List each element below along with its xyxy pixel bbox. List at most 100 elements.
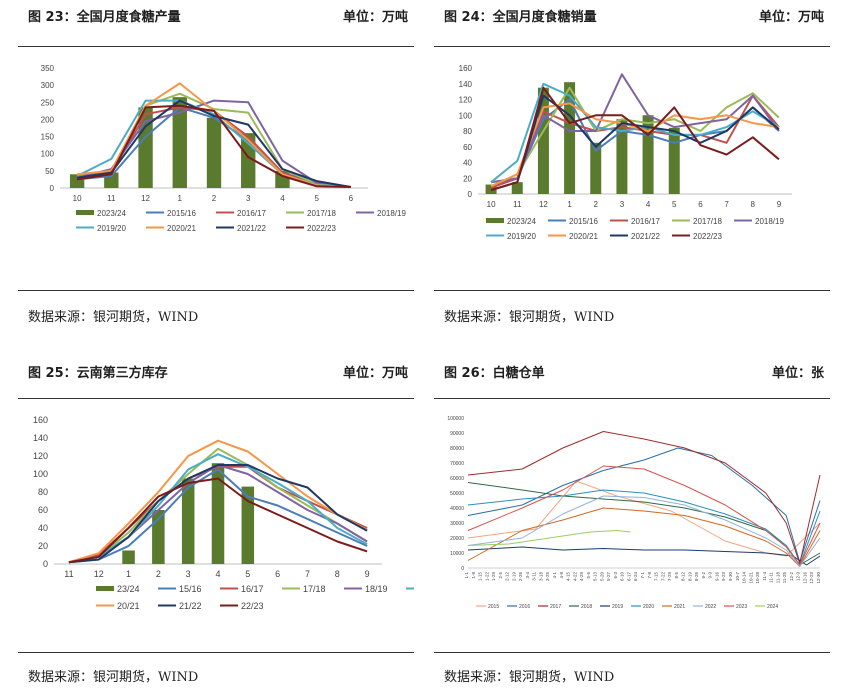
bottom-rule bbox=[18, 652, 414, 653]
line-series-2024 bbox=[467, 530, 631, 546]
x-tick-label: 7-29 bbox=[667, 572, 672, 582]
x-tick-label: 8-19 bbox=[687, 572, 692, 582]
legend-label: 22/23 bbox=[241, 601, 264, 611]
y-tick-label: 80 bbox=[38, 487, 48, 497]
line-series-2015 bbox=[467, 480, 821, 557]
x-tick-label: 4 bbox=[280, 194, 285, 203]
x-tick-label: 6 bbox=[698, 200, 703, 209]
legend-swatch-bar bbox=[96, 586, 114, 591]
chart-unit: 单位：万吨 bbox=[758, 10, 824, 25]
y-tick-label: 10000 bbox=[450, 551, 464, 557]
y-tick-label: 20 bbox=[463, 174, 472, 183]
bar-23-24 bbox=[241, 486, 255, 564]
y-tick-label: 0 bbox=[50, 184, 55, 193]
line-series-2022-23 bbox=[76, 104, 351, 188]
y-tick-label: 200 bbox=[41, 115, 55, 124]
y-tick-label: 60 bbox=[38, 505, 48, 515]
chart-unit: 单位：张 bbox=[771, 366, 824, 381]
y-tick-label: 90000 bbox=[450, 431, 464, 437]
legend-label: 2016 bbox=[519, 604, 530, 610]
legend-label: 2019/20 bbox=[97, 224, 126, 233]
bar-23-24 bbox=[122, 550, 135, 564]
legend-label: 2018/19 bbox=[377, 209, 406, 218]
x-tick-label: 6-17 bbox=[626, 572, 631, 582]
x-tick-label: 4 bbox=[215, 569, 220, 579]
legend-label: 2018/19 bbox=[755, 217, 784, 226]
x-tick-label: 9-23 bbox=[721, 572, 726, 582]
x-tick-label: 5-13 bbox=[593, 572, 598, 582]
x-tick-label: 11-11 bbox=[769, 572, 774, 583]
line-series-17-18 bbox=[68, 447, 368, 564]
x-tick-label: 1-22 bbox=[484, 572, 489, 582]
x-tick-label: 3 bbox=[620, 200, 625, 209]
line-series-2018-19 bbox=[490, 73, 780, 184]
legend-label: 21/22 bbox=[179, 601, 202, 611]
y-tick-label: 120 bbox=[459, 96, 473, 105]
y-tick-label: 50000 bbox=[450, 491, 464, 497]
x-tick-label: 12-2 bbox=[789, 572, 794, 582]
x-tick-label: 12-16 bbox=[802, 572, 807, 584]
x-tick-label: 10-28 bbox=[755, 572, 760, 584]
x-tick-label: 1 bbox=[126, 569, 131, 579]
x-tick-label: 5 bbox=[245, 569, 250, 579]
x-tick-label: 5 bbox=[314, 194, 319, 203]
x-tick-label: 11 bbox=[107, 194, 116, 203]
legend-label: 2020/21 bbox=[167, 224, 196, 233]
y-tick-label: 60000 bbox=[450, 476, 464, 482]
source-note: 数据来源：银河期货，WIND bbox=[28, 670, 199, 685]
y-tick-label: 140 bbox=[33, 433, 48, 443]
bar-23-24 bbox=[211, 463, 225, 564]
legend-label: 2023/24 bbox=[507, 217, 536, 226]
x-tick-label: 5 bbox=[672, 200, 677, 209]
legend-swatch-bar bbox=[486, 218, 504, 223]
line-series-2020-21 bbox=[490, 102, 780, 188]
legend-label: 2024 bbox=[767, 604, 778, 610]
x-tick-label: 1 bbox=[178, 194, 183, 203]
legend-label: 2021/22 bbox=[631, 232, 660, 241]
y-tick-label: 350 bbox=[41, 64, 55, 73]
y-tick-label: 60 bbox=[463, 143, 472, 152]
x-tick-label: 8-12 bbox=[681, 572, 686, 582]
x-tick-label: 6-10 bbox=[620, 572, 625, 582]
title-rule bbox=[18, 398, 414, 399]
x-tick-label: 3-18 bbox=[538, 572, 543, 582]
legend-label: 2023 bbox=[736, 604, 747, 610]
bar-2023-24 bbox=[668, 127, 680, 194]
bar-23-24 bbox=[181, 478, 195, 564]
source-note: 数据来源：银河期货，WIND bbox=[444, 670, 615, 685]
title-rule bbox=[434, 398, 830, 399]
y-tick-label: 30000 bbox=[450, 521, 464, 527]
x-tick-label: 11 bbox=[513, 200, 522, 209]
x-tick-label: 7 bbox=[724, 200, 729, 209]
panel-yunnan-inventory: 图 25：云南第三方库存 单位：万吨 0 20 40 60 80 100 120 140 160… bbox=[18, 356, 414, 693]
chart-unit: 单位：万吨 bbox=[342, 10, 408, 25]
chart-title: 图 26：白糖仓单 bbox=[444, 366, 545, 381]
y-tick-label: 40000 bbox=[450, 506, 464, 512]
x-tick-label: 1-15 bbox=[478, 572, 483, 582]
title-rule bbox=[18, 46, 414, 47]
x-tick-label: 1-29 bbox=[491, 572, 496, 582]
y-tick-label: 100 bbox=[33, 469, 48, 479]
x-tick-label: 3 bbox=[186, 569, 191, 579]
legend-label: 2017 bbox=[550, 604, 561, 610]
legend-label: 2020/21 bbox=[569, 232, 598, 241]
panel-sugar-production: 图 23：全国月度食糖产量 单位：万吨 0 50 100 150 200 250 300 35… bbox=[18, 0, 414, 346]
x-tick-label: 10 bbox=[73, 194, 82, 203]
x-tick-label: 4 bbox=[646, 200, 651, 209]
chart-title: 图 24：全国月度食糖销量 bbox=[444, 10, 597, 25]
y-tick-label: 0 bbox=[43, 559, 48, 569]
x-tick-label: 6 bbox=[349, 194, 354, 203]
x-tick-label: 2-26 bbox=[518, 572, 523, 582]
source-note: 数据来源：银河期货，WIND bbox=[444, 310, 615, 325]
bar-2023-24 bbox=[511, 182, 523, 194]
bar-2023-24 bbox=[206, 117, 222, 188]
legend-label: 16/17 bbox=[241, 584, 264, 594]
x-tick-label: 12 bbox=[94, 569, 104, 579]
x-tick-label: 11-25 bbox=[782, 572, 787, 584]
chart-receipts-plot: 0 10000 20000 30000 40000 50000 60000 70000 8000… bbox=[447, 416, 821, 610]
x-tick-label: 10-7 bbox=[735, 572, 740, 582]
x-tick-label: 2 bbox=[594, 200, 599, 209]
legend-label: 2017/18 bbox=[307, 209, 336, 218]
legend-swatch-bar bbox=[76, 210, 94, 215]
